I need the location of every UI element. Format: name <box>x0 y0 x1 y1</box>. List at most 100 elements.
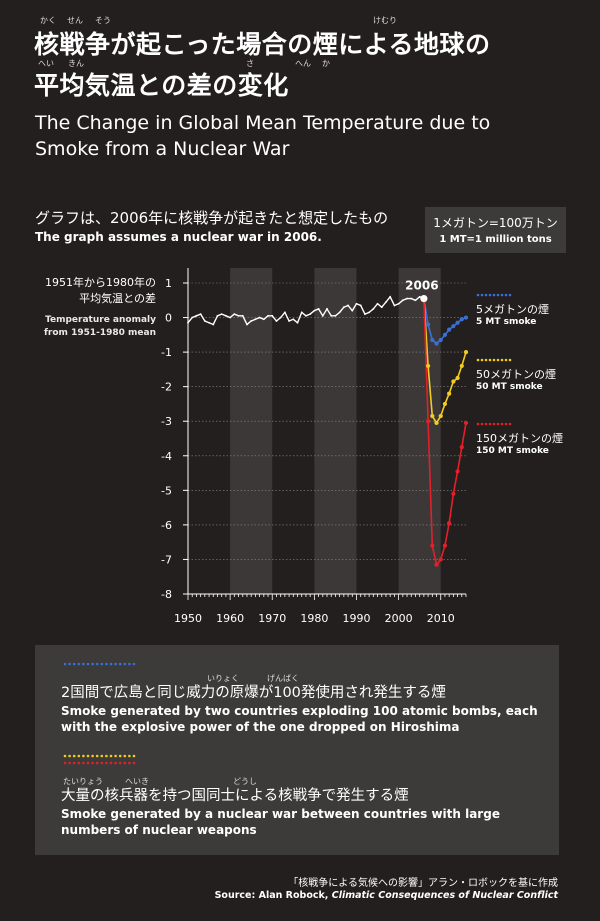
desc-50mt-dot <box>114 754 117 758</box>
desc-item1-en: Smoke generated by two countries explodi… <box>61 704 538 734</box>
desc-50mt-dot <box>68 754 71 758</box>
x-tick-label: 1970 <box>258 612 286 625</box>
temperature-chart: 1950 1960 1970 1980 1990 2000 2010 1 0 -1 -2 -3 -4 -… <box>161 268 469 625</box>
history-point <box>372 308 375 310</box>
history-point <box>216 314 219 317</box>
x-tick-label: 1990 <box>342 612 370 625</box>
desc-5mt-dot <box>132 662 136 666</box>
series-1-point <box>451 379 456 384</box>
desc-50mt-dot <box>128 754 131 758</box>
series-0-point <box>434 341 439 346</box>
desc-5mt-dot <box>123 662 127 666</box>
decade-bands <box>230 268 441 594</box>
decade-band-2 <box>398 268 441 594</box>
legend-50mt-dot <box>484 358 488 362</box>
title-en-line2: Smoke from a Nuclear War <box>35 138 290 160</box>
y-axis-label-en-line2: from 1951-1980 mean <box>44 328 156 338</box>
history-point <box>368 311 371 314</box>
note-en: The graph assumes a nuclear war in 2006. <box>35 230 322 244</box>
megaton-box: 1メガトン=100万トン 1 MT=1 million tons <box>425 207 566 253</box>
desc-50mt-dot <box>95 754 99 758</box>
legend-150mt-swatch <box>476 422 512 426</box>
history-point <box>225 314 227 317</box>
legend-150mt-dot <box>504 422 508 426</box>
source-en: Source: Alan Robock, Climatic Consequenc… <box>215 890 558 901</box>
desc-50mt-dot <box>82 754 85 758</box>
y-tick-label: -1 <box>161 346 172 359</box>
history-point <box>191 316 194 319</box>
series-0-point <box>447 327 452 332</box>
desc-5mt-dot <box>86 662 90 666</box>
legend-150mt-dot <box>500 422 504 426</box>
history-point <box>208 321 210 324</box>
history-point <box>397 302 400 305</box>
history-point <box>393 304 396 307</box>
series-0-point <box>455 320 460 325</box>
legend-50mt-dot <box>500 358 504 362</box>
desc-item2-en: Smoke generated by a nuclear war between… <box>61 807 500 837</box>
legend-150mt-dot <box>476 422 480 426</box>
title-en-line1: The Change in Global Mean Temperature du… <box>35 112 491 134</box>
history-point <box>321 314 324 317</box>
desc-150mt-dot <box>100 761 104 765</box>
x-tick-label: 1950 <box>174 612 202 625</box>
series-2-point <box>434 562 439 567</box>
history-point <box>250 320 253 322</box>
y-axis-label-jp: 1951年から1980年の 平均気温との差 <box>36 275 156 307</box>
legend-150mt-dot <box>488 422 492 426</box>
desc-swatch-5mt <box>63 662 136 666</box>
desc-150mt-dot <box>68 761 71 765</box>
legend-5mt-dot <box>500 293 504 297</box>
y-tick-labels: 1 0 -1 -2 -3 -4 -5 -6 -7 -8 <box>161 277 172 601</box>
series-markers: 2006 <box>187 279 469 567</box>
legend-5mt-dot <box>476 293 480 297</box>
title-jp-line2: 平均気温との差の変化 <box>34 71 289 100</box>
series-1-point <box>438 413 443 419</box>
history-point <box>233 313 236 315</box>
legend-150mt-dot <box>492 422 496 426</box>
source-en-prefix: Source: Alan Robock, <box>214 890 332 901</box>
desc-swatch-50-150mt <box>63 754 136 765</box>
legend-5mt-jp: 5メガトンの煙 <box>476 303 549 316</box>
legend-150mt-dot <box>480 422 484 426</box>
decade-band-0 <box>230 268 273 594</box>
history-point <box>288 320 290 322</box>
desc-5mt-dot <box>82 662 85 666</box>
legend-50mt-dot <box>492 358 496 362</box>
history-point <box>262 318 265 321</box>
legend-150mt-dot <box>508 422 512 426</box>
legend-50mt-dot <box>504 358 508 362</box>
title-ruby-kaku: かく <box>40 16 56 25</box>
desc-50mt-dot <box>132 754 136 758</box>
y-tick-label: 1 <box>165 277 172 290</box>
desc-ruby-doushi: どうし <box>233 777 257 786</box>
series-2-point <box>430 543 435 548</box>
series-2-point <box>459 445 464 450</box>
desc-5mt-dot <box>109 662 113 666</box>
desc-5mt-dot <box>77 662 81 666</box>
legend-50mt-dot <box>480 358 484 362</box>
legend-5mt-dot <box>488 293 492 297</box>
x-tick-label: 1960 <box>216 612 244 625</box>
legend-5mt-dot <box>496 293 500 297</box>
series-0-point <box>463 315 469 320</box>
history-point <box>376 302 379 305</box>
history-point <box>305 314 307 317</box>
megaton-box-en: 1 MT=1 million tons <box>439 234 552 245</box>
legend-5mt-en: 5 MT smoke <box>476 317 537 327</box>
desc-ruby-genbaku: げんばく <box>267 674 299 683</box>
history-point <box>406 297 408 300</box>
desc-50mt-dot <box>123 754 127 758</box>
desc-ruby-iryoku: いりょく <box>207 674 239 683</box>
history-point <box>330 314 333 317</box>
desc-150mt-dot <box>91 761 94 765</box>
desc-5mt-dot <box>68 662 71 666</box>
desc-50mt-dot <box>91 754 94 758</box>
desc-ruby-tairyou: たいりょう <box>63 777 103 786</box>
desc-150mt-dot <box>118 761 122 765</box>
desc-150mt-dot <box>105 761 108 765</box>
history-point <box>275 320 278 322</box>
legend-5mt: 5メガトンの煙 5 MT smoke <box>476 282 549 327</box>
legend-50mt-dot <box>476 358 480 362</box>
series-1-point <box>442 401 448 407</box>
